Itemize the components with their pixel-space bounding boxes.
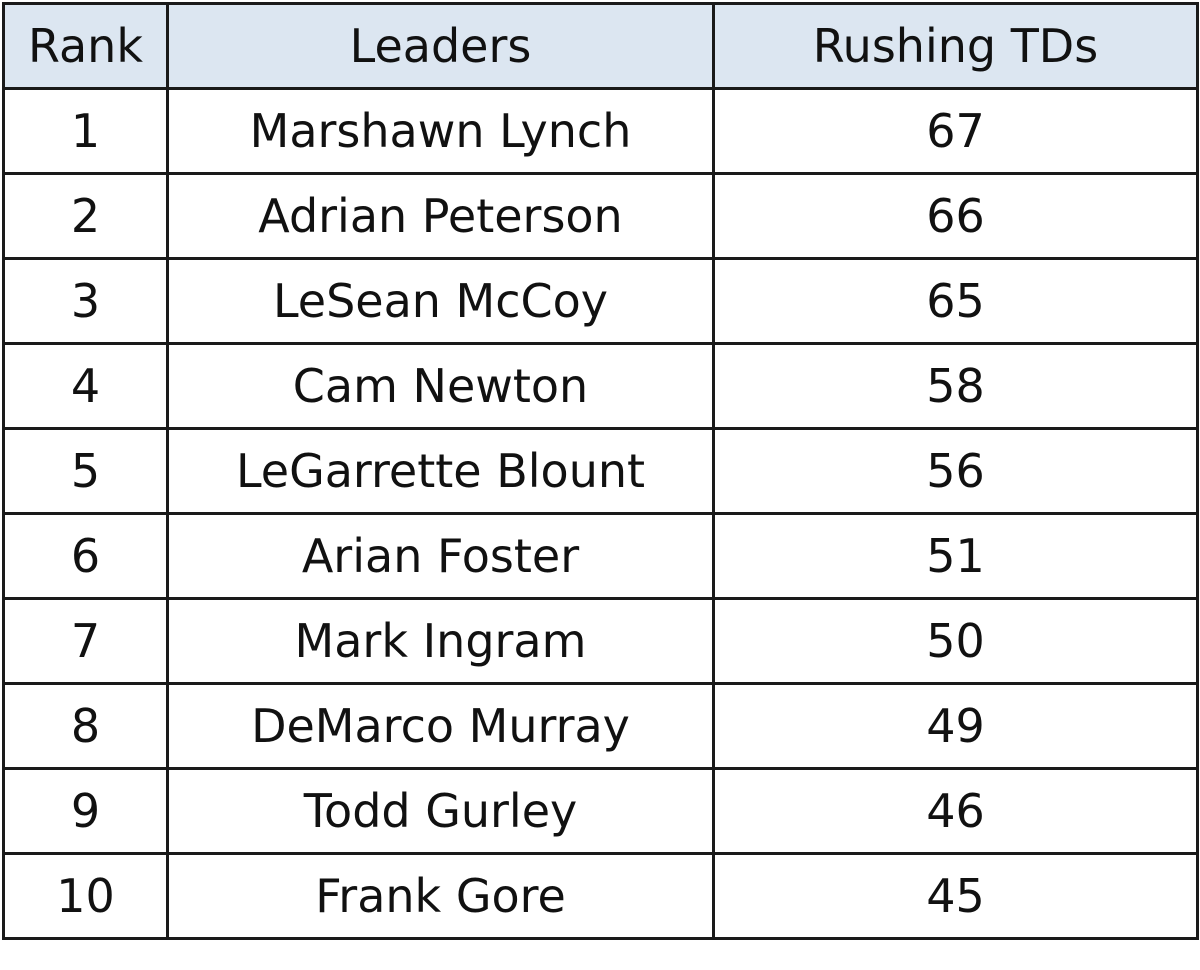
rushing-tds-cell: 50 xyxy=(712,597,1199,685)
table-row: 10 Frank Gore 45 xyxy=(2,852,1199,940)
leader-name-cell: Mark Ingram xyxy=(166,597,715,685)
table-row: 4 Cam Newton 58 xyxy=(2,342,1199,430)
rank-cell: 9 xyxy=(2,767,169,855)
rushing-tds-cell: 49 xyxy=(712,682,1199,770)
rank-cell: 8 xyxy=(2,682,169,770)
table-row: 7 Mark Ingram 50 xyxy=(2,597,1199,685)
table-body: 1 Marshawn Lynch 67 2 Adrian Peterson 66… xyxy=(2,87,1199,940)
rushing-tds-cell: 65 xyxy=(712,257,1199,345)
rushing-tds-cell: 46 xyxy=(712,767,1199,855)
leader-name-cell: Frank Gore xyxy=(166,852,715,940)
rushing-leaders-table: Rank Leaders Rushing TDs 1 Marshawn Lync… xyxy=(2,2,1199,940)
rank-cell: 2 xyxy=(2,172,169,260)
header-rushing-tds: Rushing TDs xyxy=(712,2,1199,90)
header-leaders: Leaders xyxy=(166,2,715,90)
rushing-tds-cell: 51 xyxy=(712,512,1199,600)
rushing-tds-cell: 58 xyxy=(712,342,1199,430)
header-row: Rank Leaders Rushing TDs xyxy=(2,2,1199,90)
table-row: 5 LeGarrette Blount 56 xyxy=(2,427,1199,515)
rushing-tds-cell: 56 xyxy=(712,427,1199,515)
leader-name-cell: DeMarco Murray xyxy=(166,682,715,770)
table-row: 3 LeSean McCoy 65 xyxy=(2,257,1199,345)
table-row: 6 Arian Foster 51 xyxy=(2,512,1199,600)
rank-cell: 4 xyxy=(2,342,169,430)
rank-cell: 10 xyxy=(2,852,169,940)
leader-name-cell: LeGarrette Blount xyxy=(166,427,715,515)
rank-cell: 5 xyxy=(2,427,169,515)
leader-name-cell: Adrian Peterson xyxy=(166,172,715,260)
leader-name-cell: Todd Gurley xyxy=(166,767,715,855)
rank-cell: 6 xyxy=(2,512,169,600)
rushing-tds-cell: 67 xyxy=(712,87,1199,175)
leader-name-cell: LeSean McCoy xyxy=(166,257,715,345)
table-row: 1 Marshawn Lynch 67 xyxy=(2,87,1199,175)
leader-name-cell: Marshawn Lynch xyxy=(166,87,715,175)
leader-name-cell: Cam Newton xyxy=(166,342,715,430)
rank-cell: 3 xyxy=(2,257,169,345)
rushing-tds-cell: 45 xyxy=(712,852,1199,940)
rank-cell: 7 xyxy=(2,597,169,685)
header-rank: Rank xyxy=(2,2,169,90)
rushing-tds-cell: 66 xyxy=(712,172,1199,260)
rank-cell: 1 xyxy=(2,87,169,175)
leader-name-cell: Arian Foster xyxy=(166,512,715,600)
table-header: Rank Leaders Rushing TDs xyxy=(2,2,1199,90)
table-row: 2 Adrian Peterson 66 xyxy=(2,172,1199,260)
table-row: 9 Todd Gurley 46 xyxy=(2,767,1199,855)
table-row: 8 DeMarco Murray 49 xyxy=(2,682,1199,770)
